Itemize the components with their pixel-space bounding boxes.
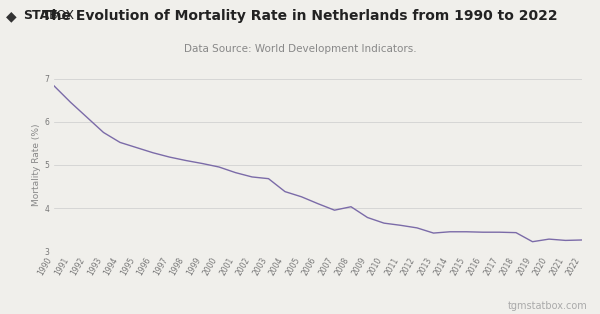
Y-axis label: Mortality Rate (%): Mortality Rate (%): [32, 124, 41, 206]
Text: BOX: BOX: [49, 9, 76, 22]
Text: The Evolution of Mortality Rate in Netherlands from 1990 to 2022: The Evolution of Mortality Rate in Nethe…: [42, 9, 558, 24]
Text: ◆: ◆: [6, 9, 17, 24]
Text: Data Source: World Development Indicators.: Data Source: World Development Indicator…: [184, 44, 416, 54]
Text: tgmstatbox.com: tgmstatbox.com: [508, 301, 588, 311]
Text: STAT: STAT: [23, 9, 56, 22]
